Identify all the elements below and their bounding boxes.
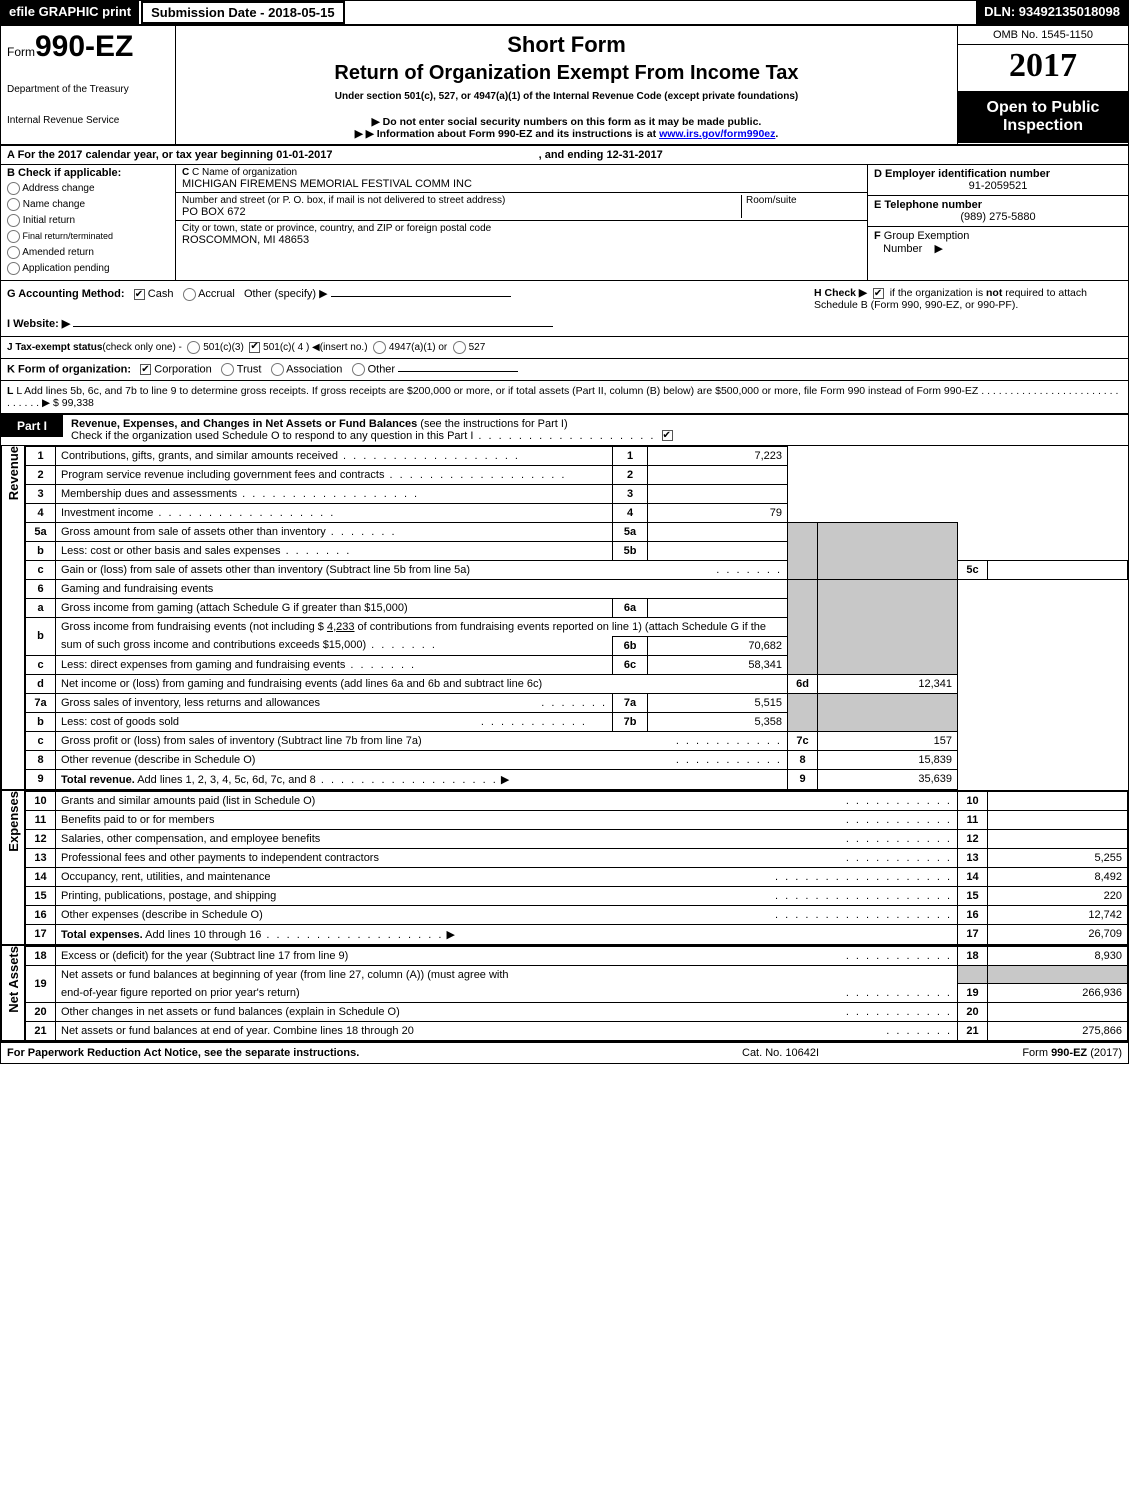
chk-final-return[interactable]: Final return/terminated [7, 230, 169, 243]
line-6b-2: sum of such gross income and contributio… [26, 636, 1128, 655]
efile-badge: efile GRAPHIC print [1, 1, 139, 24]
line-10: 10Grants and similar amounts paid (list … [26, 791, 1128, 810]
line-19-1: 19Net assets or fund balances at beginni… [26, 965, 1128, 984]
line-21: 21Net assets or fund balances at end of … [26, 1022, 1128, 1041]
submission-date: Submission Date - 2018-05-15 [141, 1, 345, 24]
chk-initial-return[interactable]: Initial return [7, 214, 169, 227]
chk-4947[interactable] [373, 341, 386, 354]
section-h-scheduleb: H Check ▶ if the organization is not req… [808, 281, 1128, 336]
section-g-accounting: G Accounting Method: Cash Accrual Other … [1, 281, 808, 336]
line-18: 18Excess or (deficit) for the year (Subt… [26, 946, 1128, 965]
line-7b: bLess: cost of goods sold7b5,358 [26, 712, 1128, 731]
phone-block: E Telephone number (989) 275-5880 [868, 196, 1128, 227]
line-9: 9Total revenue. Add lines 1, 2, 3, 4, 5c… [26, 769, 1128, 789]
section-b-checkboxes: B Check if applicable: Address change Na… [1, 165, 176, 280]
part1-header: Part I Revenue, Expenses, and Changes in… [1, 415, 1128, 446]
city-block: City or town, state or province, country… [176, 221, 867, 280]
chk-schedule-b[interactable] [873, 288, 884, 299]
expenses-table: 10Grants and similar amounts paid (list … [25, 791, 1128, 945]
open-inspection: Open to Public Inspection [958, 91, 1128, 143]
revenue-table: 1Contributions, gifts, grants, and simil… [25, 446, 1128, 790]
tax-year: 2017 [958, 45, 1128, 91]
line-16: 16Other expenses (describe in Schedule O… [26, 905, 1128, 924]
line-19-2: end-of-year figure reported on prior yea… [26, 984, 1128, 1003]
chk-501c3[interactable] [187, 341, 200, 354]
room-suite: Room/suite [741, 195, 861, 218]
group-exemption: F Group Exemption Number ▶ [868, 227, 1128, 258]
dept-treasury: Department of the Treasury [7, 84, 169, 95]
form-header: Form990-EZ Department of the Treasury In… [1, 26, 1128, 146]
line-7c: cGross profit or (loss) from sales of in… [26, 731, 1128, 750]
chk-501c[interactable] [249, 342, 260, 353]
dln-badge: DLN: 93492135018098 [976, 1, 1128, 24]
line-7a: 7aGross sales of inventory, less returns… [26, 693, 1128, 712]
footer: For Paperwork Reduction Act Notice, see … [1, 1043, 1128, 1063]
city-value: ROSCOMMON, MI 48653 [182, 234, 861, 246]
irs-link[interactable]: www.irs.gov/form990ez [659, 128, 775, 140]
org-name: MICHIGAN FIREMENS MEMORIAL FESTIVAL COMM… [182, 178, 861, 190]
line-14: 14Occupancy, rent, utilities, and mainte… [26, 867, 1128, 886]
top-bar: efile GRAPHIC print Submission Date - 20… [1, 1, 1128, 26]
section-a-taxyear: A For the 2017 calendar year, or tax yea… [1, 146, 1128, 165]
line-6d: dNet income or (loss) from gaming and fu… [26, 674, 1128, 693]
paperwork-notice: For Paperwork Reduction Act Notice, see … [7, 1047, 742, 1059]
ein-block: D Employer identification number 91-2059… [868, 165, 1128, 196]
chk-cash[interactable] [134, 289, 145, 300]
chk-association[interactable] [271, 363, 284, 376]
netassets-table: 18Excess or (deficit) for the year (Subt… [25, 946, 1128, 1042]
chk-address-change[interactable]: Address change [7, 182, 169, 195]
line-5b: bLess: cost or other basis and sales exp… [26, 541, 1128, 560]
line-12: 12Salaries, other compensation, and empl… [26, 829, 1128, 848]
chk-application-pending[interactable]: Application pending [7, 262, 169, 275]
note-instructions: ▶ Information about Form 990-EZ and its … [184, 128, 949, 140]
line-2: 2Program service revenue including gover… [26, 465, 1128, 484]
chk-other-org[interactable] [352, 363, 365, 376]
street-block: Number and street (or P. O. box, if mail… [182, 195, 741, 218]
form-number: Form990-EZ [7, 30, 169, 64]
org-name-block: C C Name of organization MICHIGAN FIREME… [176, 165, 867, 193]
irs-label: Internal Revenue Service [7, 115, 169, 126]
line-15: 15Printing, publications, postage, and s… [26, 886, 1128, 905]
chk-name-change[interactable]: Name change [7, 198, 169, 211]
expenses-label: Expenses [1, 791, 25, 945]
chk-corporation[interactable] [140, 364, 151, 375]
line-3: 3Membership dues and assessments3 [26, 484, 1128, 503]
chk-amended-return[interactable]: Amended return [7, 246, 169, 259]
line-11: 11Benefits paid to or for members11 [26, 810, 1128, 829]
line-1: 1Contributions, gifts, grants, and simil… [26, 446, 1128, 465]
line-6c: cLess: direct expenses from gaming and f… [26, 655, 1128, 674]
omb-number: OMB No. 1545-1150 [958, 26, 1128, 45]
chk-accrual[interactable] [183, 288, 196, 301]
form-ref: Form 990-EZ (2017) [942, 1047, 1122, 1059]
cat-number: Cat. No. 10642I [742, 1047, 942, 1059]
revenue-label: Revenue [1, 446, 25, 790]
line-5c: cGain or (loss) from sale of assets othe… [26, 560, 1128, 579]
line-8: 8Other revenue (describe in Schedule O)8… [26, 750, 1128, 769]
line-6: 6Gaming and fundraising events [26, 579, 1128, 598]
line-4: 4Investment income479 [26, 503, 1128, 522]
line-20: 20Other changes in net assets or fund ba… [26, 1003, 1128, 1022]
line-17: 17Total expenses. Add lines 10 through 1… [26, 924, 1128, 944]
line-6a: aGross income from gaming (attach Schedu… [26, 598, 1128, 617]
chk-schedule-o[interactable] [662, 430, 673, 441]
note-ssn: Do not enter social security numbers on … [184, 116, 949, 128]
line-6b-1: bGross income from fundraising events (n… [26, 617, 1128, 636]
title-return: Return of Organization Exempt From Incom… [184, 62, 949, 85]
street-value: PO BOX 672 [182, 206, 741, 218]
section-l-gross-receipts: L L Add lines 5b, 6c, and 7b to line 9 t… [1, 381, 1128, 415]
line-13: 13Professional fees and other payments t… [26, 848, 1128, 867]
line-5a: 5aGross amount from sale of assets other… [26, 522, 1128, 541]
under-section: Under section 501(c), 527, or 4947(a)(1)… [184, 91, 949, 102]
section-j-exempt-status: J Tax-exempt status(check only one) - 50… [1, 337, 1128, 359]
chk-trust[interactable] [221, 363, 234, 376]
section-k-org-form: K Form of organization: Corporation Trus… [1, 359, 1128, 381]
form-990ez: efile GRAPHIC print Submission Date - 20… [0, 0, 1129, 1064]
netassets-label: Net Assets [1, 946, 25, 1042]
title-short-form: Short Form [184, 32, 949, 58]
chk-527[interactable] [453, 341, 466, 354]
